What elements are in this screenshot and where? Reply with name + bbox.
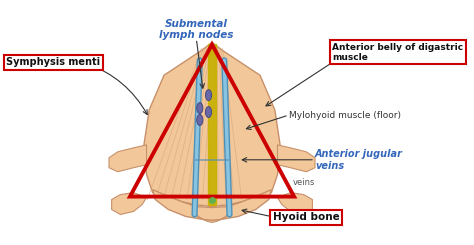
Ellipse shape xyxy=(197,115,203,125)
Text: Symphysis menti: Symphysis menti xyxy=(6,57,100,67)
Polygon shape xyxy=(109,145,146,172)
Polygon shape xyxy=(193,209,231,222)
Text: Submental
lymph nodes: Submental lymph nodes xyxy=(159,19,234,40)
Polygon shape xyxy=(112,193,146,214)
Polygon shape xyxy=(277,145,315,172)
Text: Mylohyoid muscle (floor): Mylohyoid muscle (floor) xyxy=(289,110,401,120)
Polygon shape xyxy=(153,190,272,220)
Text: Anterior belly of digastric
muscle: Anterior belly of digastric muscle xyxy=(332,43,464,62)
Ellipse shape xyxy=(205,90,211,101)
Polygon shape xyxy=(277,193,312,214)
Text: Anterior jugular
veins: Anterior jugular veins xyxy=(315,149,403,171)
Text: Hyoid bone: Hyoid bone xyxy=(273,212,340,222)
Ellipse shape xyxy=(205,107,211,118)
Ellipse shape xyxy=(197,103,203,113)
Text: veins: veins xyxy=(293,178,316,187)
Polygon shape xyxy=(144,42,280,207)
